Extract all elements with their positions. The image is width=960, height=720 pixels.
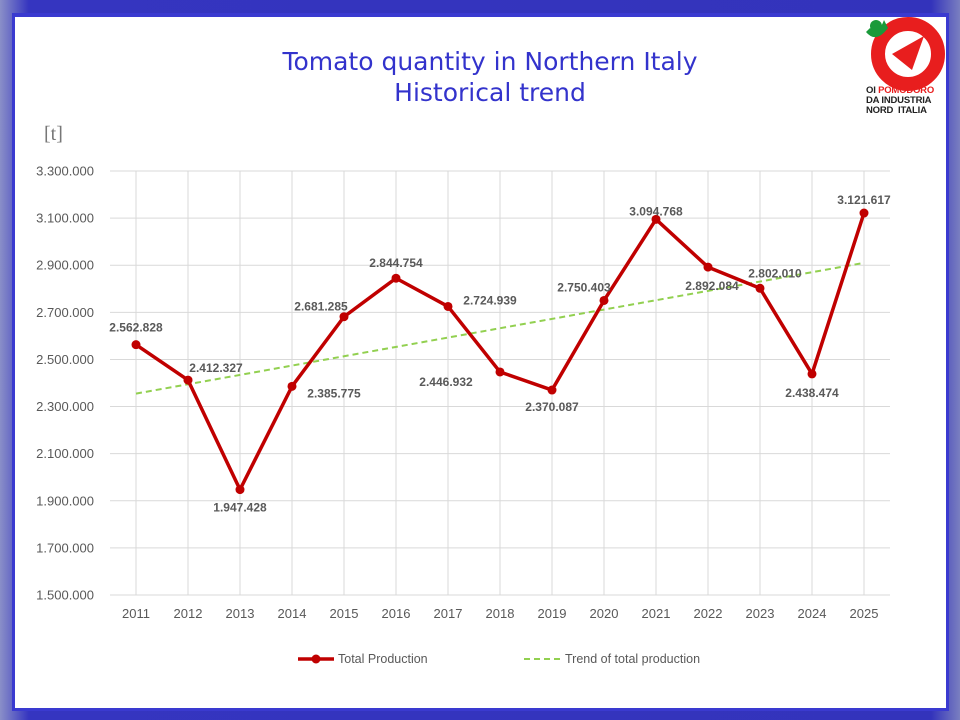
y-tick-label: 1.500.000 — [36, 588, 94, 603]
data-point — [131, 340, 141, 350]
data-point — [599, 295, 609, 305]
title-line-1: Tomato quantity in Northern Italy — [282, 47, 698, 76]
data-point — [443, 301, 453, 311]
data-label: 2.681.285 — [294, 300, 348, 314]
data-label: 3.121.617 — [837, 193, 891, 207]
data-label: 3.094.768 — [629, 204, 683, 218]
x-tick-label: 2011 — [122, 606, 150, 621]
slide-background — [15, 17, 946, 708]
data-label: 2.750.403 — [557, 280, 611, 294]
legend-total-production-marker-icon — [311, 654, 321, 664]
y-tick-label: 2.500.000 — [36, 352, 94, 367]
y-tick-label: 3.100.000 — [36, 211, 94, 226]
data-label: 2.370.087 — [525, 400, 579, 414]
logo-oi: OI — [866, 85, 876, 96]
y-tick-label: 2.300.000 — [36, 399, 94, 414]
data-label: 2.385.775 — [307, 386, 361, 400]
data-label: 2.724.939 — [463, 293, 517, 307]
x-tick-label: 2017 — [434, 606, 463, 621]
logo-pomodoro: POMODORO — [878, 85, 935, 96]
data-label: 2.438.474 — [785, 386, 839, 400]
y-tick-label: 3.300.000 — [36, 164, 94, 179]
data-point — [183, 375, 193, 385]
x-tick-label: 2013 — [226, 606, 255, 621]
data-point — [235, 485, 245, 495]
data-point — [547, 385, 557, 395]
y-axis-unit: [t] — [44, 123, 63, 145]
x-tick-label: 2016 — [382, 606, 411, 621]
data-label: 1.947.428 — [213, 501, 267, 515]
data-label: 2.844.754 — [369, 256, 423, 270]
logo-line-3: NORD ITALIA — [866, 105, 927, 116]
x-tick-label: 2012 — [174, 606, 203, 621]
legend-trend: Trend of total production — [565, 652, 700, 666]
logo-line-2: DA INDUSTRIA — [866, 95, 932, 106]
data-label: 2.412.327 — [189, 361, 243, 375]
y-tick-label: 2.900.000 — [36, 258, 94, 273]
x-tick-label: 2015 — [330, 606, 359, 621]
x-tick-label: 2023 — [746, 606, 775, 621]
x-tick-label: 2014 — [278, 606, 307, 621]
data-label: 2.562.828 — [109, 321, 163, 335]
oi-pomodoro-logo: OI POMODORO DA INDUSTRIA NORD ITALIA — [862, 14, 948, 118]
logo-mark-icon — [866, 17, 945, 91]
x-tick-label: 2021 — [642, 606, 671, 621]
data-point — [391, 273, 401, 283]
data-label: 2.892.084 — [685, 279, 739, 293]
data-label: 2.446.932 — [419, 375, 473, 389]
legend-total-production: Total Production — [338, 652, 428, 666]
chart-title: Tomato quantity in Northern Italy Histor… — [230, 46, 750, 108]
title-line-2: Historical trend — [394, 78, 586, 107]
data-point — [859, 208, 869, 218]
x-tick-label: 2019 — [538, 606, 567, 621]
x-tick-label: 2025 — [850, 606, 879, 621]
data-point — [651, 214, 661, 224]
data-point — [703, 262, 713, 272]
trend-line — [135, 261, 865, 395]
data-label: 2.802.010 — [748, 266, 802, 280]
data-point — [807, 369, 817, 379]
x-tick-label: 2024 — [798, 606, 827, 621]
y-tick-label: 1.700.000 — [36, 540, 94, 555]
x-tick-label: 2018 — [486, 606, 515, 621]
data-point — [755, 283, 765, 293]
data-point — [495, 367, 505, 377]
x-tick-label: 2022 — [694, 606, 723, 621]
data-point — [287, 381, 297, 391]
x-tick-label: 2020 — [590, 606, 619, 621]
y-tick-label: 2.100.000 — [36, 446, 94, 461]
data-point — [339, 312, 349, 322]
y-tick-label: 2.700.000 — [36, 305, 94, 320]
y-tick-label: 1.900.000 — [36, 493, 94, 508]
